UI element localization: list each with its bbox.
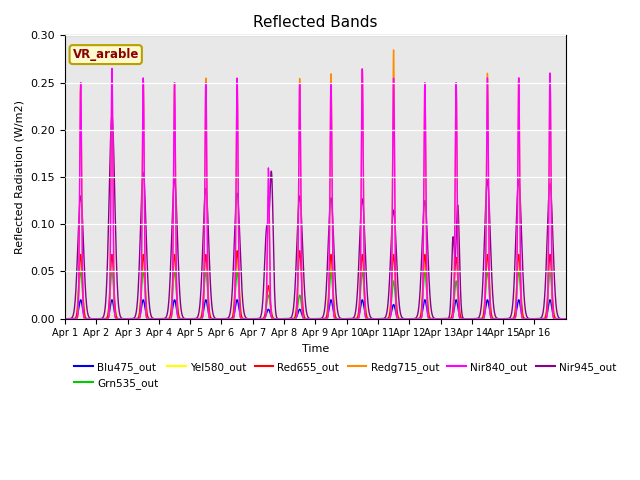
- X-axis label: Time: Time: [301, 344, 329, 354]
- Text: VR_arable: VR_arable: [72, 48, 139, 61]
- Title: Reflected Bands: Reflected Bands: [253, 15, 378, 30]
- Legend: Blu475_out, Grn535_out, Yel580_out, Red655_out, Redg715_out, Nir840_out, Nir945_: Blu475_out, Grn535_out, Yel580_out, Red6…: [70, 358, 620, 393]
- Y-axis label: Reflected Radiation (W/m2): Reflected Radiation (W/m2): [15, 100, 25, 254]
